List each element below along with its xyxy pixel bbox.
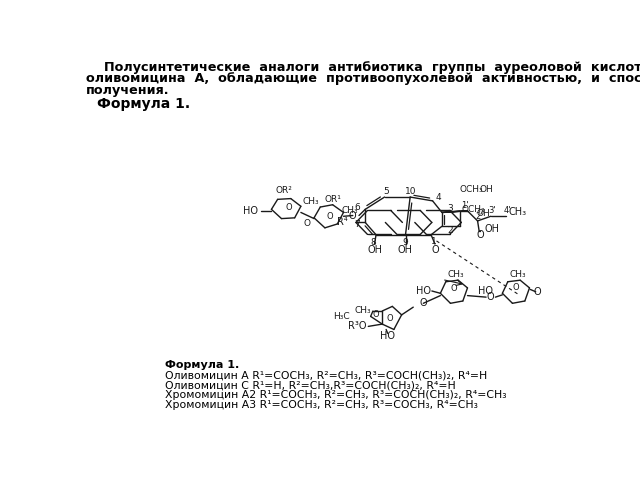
Text: CH₃: CH₃	[509, 207, 527, 217]
Text: O: O	[372, 310, 380, 319]
Text: OH: OH	[485, 224, 500, 234]
Text: 1': 1'	[461, 201, 469, 210]
Text: 2: 2	[447, 225, 452, 235]
Text: 2': 2'	[476, 212, 483, 221]
Text: 6: 6	[355, 203, 360, 211]
Text: CH₃: CH₃	[355, 306, 371, 315]
Text: 9: 9	[403, 238, 408, 247]
Text: Оливомицин С R¹=H, R²=CH₃,R³=COCH(CH₃)₂, R⁴=H: Оливомицин С R¹=H, R²=CH₃,R³=COCH(CH₃)₂,…	[165, 380, 456, 390]
Text: 1: 1	[431, 237, 436, 246]
Text: R³O: R³O	[348, 321, 367, 331]
Text: O: O	[512, 283, 519, 292]
Text: R⁴: R⁴	[337, 218, 348, 227]
Text: H₃C: H₃C	[333, 312, 349, 321]
Text: O: O	[349, 210, 356, 221]
Text: Оливомицин А R¹=COCH₃, R²=CH₃, R³=COCH(CH₃)₂, R⁴=H: Оливомицин А R¹=COCH₃, R²=CH₃, R³=COCH(C…	[165, 370, 488, 380]
Text: 4: 4	[436, 192, 442, 202]
Text: O: O	[533, 287, 541, 297]
Text: получения.: получения.	[86, 84, 170, 97]
Text: оливомицина  А,  обладающие  противоопухолевой  активностью,  и  способ  их: оливомицина А, обладающие противоопухоле…	[86, 72, 640, 85]
Text: O: O	[431, 245, 439, 255]
Text: OR²: OR²	[275, 187, 292, 195]
Text: Полусинтетические  аналоги  антибиотика  группы  ауреоловой  кислоты: Полусинтетические аналоги антибиотика гр…	[86, 61, 640, 74]
Text: Формула 1.: Формула 1.	[165, 360, 239, 370]
Text: O: O	[476, 230, 484, 240]
Text: OH: OH	[480, 185, 493, 194]
Text: O: O	[303, 220, 310, 228]
Text: OCH₃: OCH₃	[460, 185, 483, 194]
Text: 7: 7	[355, 220, 360, 229]
Text: 4': 4'	[504, 206, 511, 215]
Text: 3': 3'	[488, 206, 496, 215]
Text: O: O	[285, 203, 292, 212]
Text: CH₃: CH₃	[303, 197, 319, 206]
Text: 10: 10	[405, 187, 417, 196]
Text: O: O	[487, 292, 495, 302]
Text: CH₃: CH₃	[447, 269, 464, 279]
Text: HO: HO	[243, 206, 259, 216]
Text: O: O	[387, 314, 394, 323]
Polygon shape	[442, 211, 467, 212]
Text: OH: OH	[398, 245, 413, 255]
Text: O: O	[326, 212, 333, 221]
Text: CH₃: CH₃	[341, 206, 358, 215]
Text: 3: 3	[447, 204, 452, 213]
Text: O: O	[450, 284, 457, 293]
Text: CH₃: CH₃	[509, 269, 526, 279]
Text: 8: 8	[371, 238, 376, 247]
Text: HO: HO	[380, 331, 395, 340]
Text: OCH₃: OCH₃	[462, 205, 486, 214]
Text: Хромомицин А3 R¹=COCH₃, R²=CH₃, R³=COCH₃, R⁴=CH₃: Хромомицин А3 R¹=COCH₃, R²=CH₃, R³=COCH₃…	[165, 400, 478, 411]
Text: OR¹: OR¹	[324, 195, 341, 204]
Text: O: O	[419, 299, 427, 308]
Text: OH: OH	[367, 245, 382, 255]
Text: Формула 1.: Формула 1.	[97, 97, 190, 111]
Text: 5: 5	[383, 187, 389, 196]
Text: HO: HO	[478, 286, 493, 296]
Text: HO: HO	[416, 286, 431, 296]
Text: Хромомицин А2 R¹=COCH₃, R²=CH₃, R³=COCH(CH₃)₂, R⁴=CH₃: Хромомицин А2 R¹=COCH₃, R²=CH₃, R³=COCH(…	[165, 390, 507, 400]
Text: OH: OH	[477, 209, 491, 218]
